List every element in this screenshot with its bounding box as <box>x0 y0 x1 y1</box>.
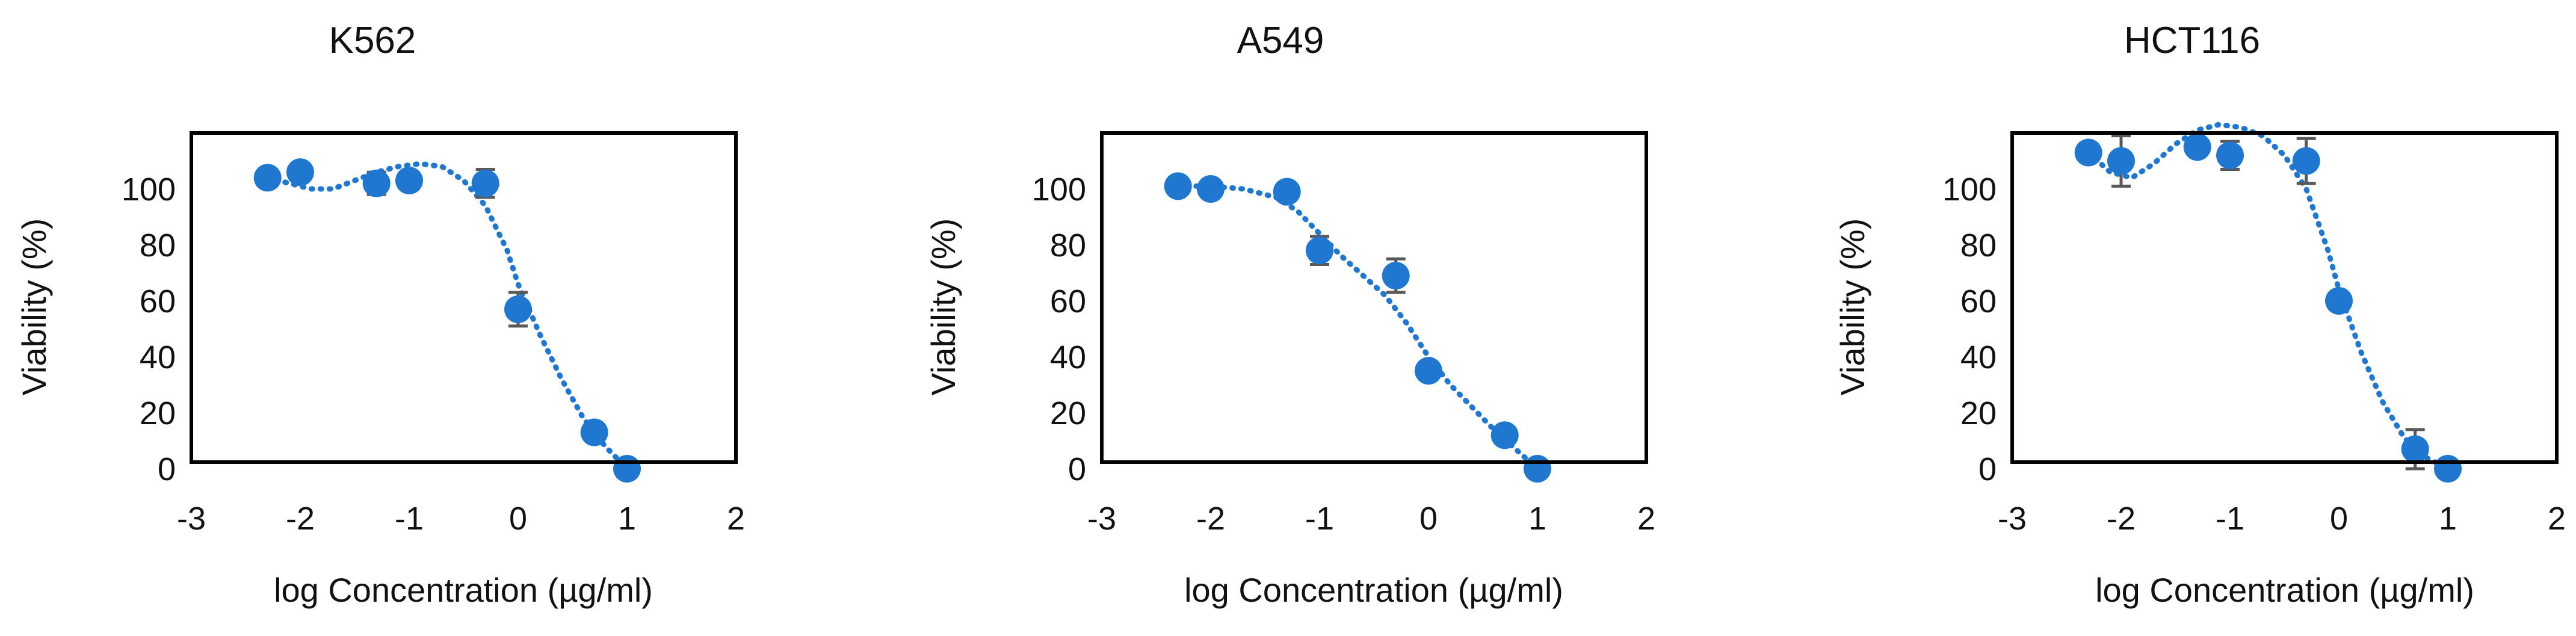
y-tick-label: 80 <box>1960 227 1997 264</box>
plot-area <box>1164 172 1551 483</box>
chart-title: HCT116 <box>2124 20 2260 61</box>
data-point <box>504 295 532 323</box>
axis-ticks: 0 20 40 60 80 100 -3 -2 -1 0 1 2 <box>1032 171 1655 537</box>
y-tick-label: 80 <box>1050 227 1086 264</box>
y-tick-label: 80 <box>140 227 176 264</box>
x-tick-label: 2 <box>727 501 745 537</box>
x-tick-label: 1 <box>618 501 636 537</box>
data-point <box>253 164 282 192</box>
data-point <box>613 455 641 483</box>
chart-panel-hct116: HCT116 Viability (%) log Concentration (… <box>1833 20 2566 609</box>
x-tick-label: 1 <box>2439 501 2457 537</box>
axis-ticks: 0 20 40 60 80 100 -3 -2 -1 0 1 2 <box>1942 171 2566 537</box>
plot-area <box>253 158 641 483</box>
data-point <box>1273 178 1301 206</box>
data-point <box>1197 175 1225 203</box>
plot-frame <box>190 131 738 464</box>
data-point <box>2292 147 2320 175</box>
y-axis-label: Viability (%) <box>15 218 53 396</box>
data-point <box>471 169 499 197</box>
data-point <box>2074 138 2102 167</box>
y-tick-label: 20 <box>1960 395 1997 431</box>
x-axis-label: log Concentration (µg/ml) <box>274 571 653 609</box>
x-tick-label: 0 <box>509 501 527 537</box>
y-tick-label: 40 <box>1960 339 1997 375</box>
fit-curve <box>1175 183 1540 472</box>
data-point <box>2401 435 2429 463</box>
data-point <box>1415 357 1442 385</box>
x-tick-label: 0 <box>1419 501 1438 537</box>
data-point <box>2107 147 2135 175</box>
x-axis-label: log Concentration (µg/ml) <box>1184 571 1563 609</box>
x-tick-label: -3 <box>1087 501 1116 537</box>
y-axis-label: Viability (%) <box>924 218 962 396</box>
plot-frame <box>2010 131 2559 464</box>
fit-curve <box>265 161 630 472</box>
chart-panel-k562: K562 Viability (%) log Concentration (µg… <box>15 20 745 609</box>
x-tick-label: -2 <box>286 501 315 537</box>
data-point <box>2216 141 2244 170</box>
y-tick-label: 60 <box>1960 283 1997 320</box>
x-tick-label: -2 <box>1196 501 1225 537</box>
chart-panel-a549: A549 Viability (%) log Concentration (µg… <box>924 20 1655 609</box>
data-point <box>1164 172 1192 200</box>
data-point <box>1306 236 1333 265</box>
data-point <box>2434 455 2462 483</box>
x-tick-label: 1 <box>1528 501 1546 537</box>
y-tick-label: 0 <box>1978 451 1997 487</box>
chart-title: A549 <box>1237 20 1324 61</box>
x-tick-label: -3 <box>1998 501 2027 537</box>
y-tick-label: 0 <box>158 451 176 487</box>
chart-title: K562 <box>329 20 416 61</box>
data-point <box>2183 133 2211 161</box>
x-tick-label: -1 <box>395 501 424 537</box>
y-tick-label: 100 <box>1942 171 1997 208</box>
x-tick-label: -2 <box>2107 501 2136 537</box>
y-tick-label: 40 <box>140 339 176 375</box>
data-point <box>286 158 314 187</box>
x-tick-label: 2 <box>1637 501 1655 537</box>
data-point <box>1382 262 1410 290</box>
y-tick-label: 60 <box>140 283 176 320</box>
y-tick-label: 0 <box>1068 451 1086 487</box>
y-tick-label: 100 <box>1032 171 1086 208</box>
x-tick-label: -3 <box>177 501 206 537</box>
x-tick-label: 0 <box>2330 501 2348 537</box>
x-tick-label: -1 <box>1305 501 1334 537</box>
y-tick-label: 40 <box>1050 339 1086 375</box>
y-tick-label: 20 <box>140 395 176 431</box>
y-tick-label: 20 <box>1050 395 1086 431</box>
y-axis-label: Viability (%) <box>1833 218 1871 396</box>
x-tick-label: 2 <box>2548 501 2566 537</box>
y-tick-label: 60 <box>1050 283 1086 320</box>
data-point <box>2325 287 2353 315</box>
data-point <box>395 167 423 195</box>
x-axis-label: log Concentration (µg/ml) <box>2095 571 2474 609</box>
data-point <box>362 169 391 197</box>
data-point <box>580 418 608 446</box>
data-point <box>1490 421 1519 449</box>
y-tick-label: 100 <box>122 171 176 208</box>
plot-frame <box>1100 131 1648 464</box>
x-tick-label: -1 <box>2216 501 2244 537</box>
fit-curve <box>2086 122 2451 472</box>
axis-ticks: 0 20 40 60 80 100 -3 -2 -1 0 1 2 <box>122 171 745 537</box>
data-point <box>1524 455 1551 483</box>
